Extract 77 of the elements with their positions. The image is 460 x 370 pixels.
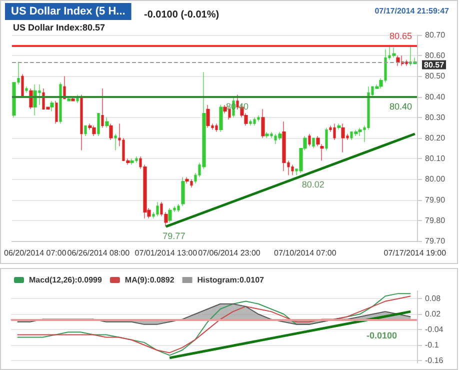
candlestick <box>130 158 134 166</box>
x-tick-label: 07/01/2014 13:00 <box>134 248 198 258</box>
candlestick <box>97 112 100 136</box>
candlestick <box>109 123 113 140</box>
y-tick-label: -0.16 <box>425 356 444 365</box>
candlestick <box>325 127 328 151</box>
chart-subtitle: -0.0100 (-0.01%) <box>144 10 220 20</box>
candlestick <box>55 100 58 124</box>
candlestick <box>59 82 62 124</box>
candlestick <box>405 59 408 66</box>
y-tick-label: 80.10 <box>425 154 446 164</box>
candlestick <box>215 123 218 132</box>
candlestick <box>50 100 54 112</box>
y-tick-label: 0.08 <box>425 294 442 304</box>
y-tick-label: 80.00 <box>425 174 446 184</box>
legend-label: MA(9):0.0892 <box>124 276 175 284</box>
candlestick <box>114 134 117 151</box>
y-tick-label: 80.60 <box>425 51 446 60</box>
y-tick-label: 79.80 <box>425 216 446 225</box>
y-tick-label: -0.1 <box>425 340 440 350</box>
legend-label: Macd(12,26):0.0999 <box>29 276 102 284</box>
y-tick-label: 80.30 <box>425 112 446 122</box>
y-tick-label: 80.20 <box>425 134 446 142</box>
y-tick-label: 80.70 <box>425 30 446 40</box>
candlestick <box>206 104 210 128</box>
x-tick-label: 07/10/2014 07:00 <box>274 248 337 258</box>
y-tick-label: 79.70 <box>425 236 446 246</box>
candlestick <box>312 138 315 149</box>
candlestick <box>396 55 400 66</box>
candlestick <box>249 119 252 126</box>
ref-line-label: 80.57 <box>424 60 445 70</box>
candlestick <box>168 208 172 223</box>
ref-line-label: 80.65 <box>389 30 412 41</box>
x-tick-label: 06/20/2014 07:00 <box>4 248 67 258</box>
candlestick <box>341 123 345 153</box>
y-tick-label: 80.50 <box>425 72 446 81</box>
candlestick <box>219 104 223 132</box>
candlestick <box>291 164 294 176</box>
chart-title: US Dollar Index (5 H... <box>11 6 126 18</box>
candlestick <box>92 125 96 136</box>
candlestick <box>354 129 358 136</box>
x-tick-label: 06/26/2014 08:00 <box>67 248 130 258</box>
candlestick <box>337 123 341 130</box>
candlestick <box>257 115 260 122</box>
candlestick <box>308 134 311 147</box>
candlestick <box>185 176 189 184</box>
candlestick <box>261 108 265 138</box>
y-tick-label: 80.40 <box>425 92 446 102</box>
candlestick <box>25 86 28 93</box>
candlestick <box>392 47 396 58</box>
candlestick <box>282 121 286 172</box>
ref-line-label: 80.40 <box>389 101 412 112</box>
candlestick <box>80 94 83 151</box>
legend-label: Histogram:0.0107 <box>197 276 265 284</box>
y-tick-label: 0.02 <box>425 310 442 319</box>
candlestick <box>105 117 109 128</box>
x-tick-label: 07/17/2014 19:00 <box>384 248 447 258</box>
candlestick <box>21 74 24 98</box>
annotation: 80.02 <box>302 180 324 190</box>
candlestick <box>156 202 159 217</box>
text: US Dollar Index:80.57 <box>13 22 106 32</box>
annotation: 79.77 <box>162 231 186 242</box>
x-tick-label: 07/06/2014 23:00 <box>198 248 261 258</box>
candlestick <box>101 88 104 128</box>
y-tick-label: -0.04 <box>425 325 444 334</box>
candlestick <box>278 132 282 140</box>
y-tick-label: 79.90 <box>425 195 446 204</box>
candlestick <box>84 125 87 136</box>
candlestick <box>333 123 336 140</box>
candlestick <box>181 176 185 206</box>
candlestick <box>71 96 75 102</box>
text: 07/17/2014 21:59:47 <box>374 6 450 16</box>
candlestick <box>265 132 269 138</box>
candlestick <box>253 117 256 126</box>
candlestick <box>67 96 71 102</box>
annotation: -0.0100 <box>366 330 398 340</box>
candlestick <box>177 204 180 212</box>
